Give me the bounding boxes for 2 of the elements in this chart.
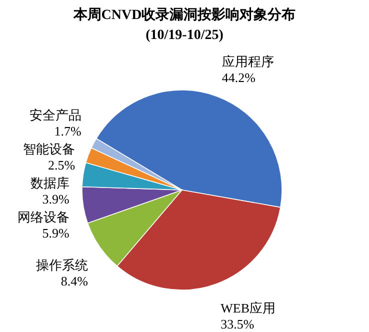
subtitle: (10/19-10/25) (146, 28, 224, 43)
title: 本周CNVD收录漏洞按影响对象分布 (73, 8, 296, 23)
